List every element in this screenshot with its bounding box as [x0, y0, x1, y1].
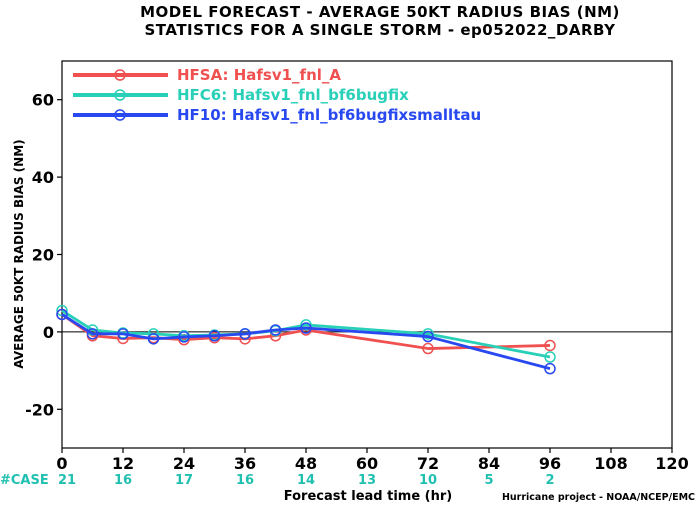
data-point: [178, 331, 190, 343]
data-point: [300, 322, 312, 334]
x-tick-label: 72: [417, 454, 439, 473]
data-point: [422, 330, 434, 343]
case-count: 2: [545, 473, 554, 488]
x-tick-label: 0: [56, 454, 67, 473]
x-axis-label: Forecast lead time (hr): [284, 489, 452, 504]
data-point: [86, 328, 99, 340]
legend-swatch-marker: [114, 89, 126, 101]
y-tick-label: 0: [43, 323, 54, 342]
case-count: 16: [236, 473, 254, 488]
data-point: [147, 333, 160, 345]
legend-swatch-marker: [114, 109, 126, 121]
y-tick-label: 60: [32, 91, 54, 110]
data-point: [117, 328, 129, 340]
plot-area: 0 12 24 36 48 60 72 84 96 108 120 -20 0 20 40 60 HFSA: H…: [0, 60, 689, 488]
data-point: [544, 351, 556, 363]
x-tick-label: 36: [234, 454, 256, 473]
series-line: [61, 313, 551, 371]
data-point: [56, 308, 68, 321]
case-count: 14: [297, 473, 315, 488]
case-count: 10: [419, 473, 437, 488]
x-tick-label: 120: [655, 454, 688, 473]
x-tick-label: 108: [594, 454, 627, 473]
chart-title: MODEL FORECAST - AVERAGE 50KT RADIUS BIA…: [140, 3, 620, 21]
y-tick-label: 40: [32, 168, 54, 187]
data-point: [208, 330, 221, 342]
case-label: #CASE: [0, 473, 49, 488]
case-count: 21: [58, 473, 76, 488]
y-axis-label: AVERAGE 50KT RADIUS BIAS (NM): [12, 139, 26, 368]
case-count: 16: [114, 473, 132, 488]
y-tick-label: -20: [25, 400, 54, 419]
y-tick-label: 20: [32, 246, 54, 265]
x-tick-label: 60: [356, 454, 378, 473]
legend-entry: HFSA: Hafsv1_fnl_A: [177, 66, 341, 84]
x-tick-label: 12: [112, 454, 134, 473]
legend-entry: HF10: Hafsv1_fnl_bf6bugfixsmalltau: [177, 106, 481, 124]
data-point: [239, 328, 251, 340]
chart-subtitle: STATISTICS FOR A SINGLE STORM - ep052022…: [145, 21, 617, 39]
x-tick-label: 24: [173, 454, 195, 473]
case-count: 5: [484, 473, 493, 488]
data-point: [269, 324, 282, 336]
x-tick-label: 48: [295, 454, 317, 473]
data-point: [300, 319, 312, 331]
data-point: [422, 342, 434, 355]
x-tick-label: 84: [478, 454, 500, 473]
legend-swatch-marker: [114, 69, 126, 81]
data-point: [544, 339, 556, 352]
x-tick-label: 96: [539, 454, 561, 473]
series-line: [61, 313, 551, 350]
case-count: 13: [358, 473, 376, 488]
case-count: 17: [175, 473, 193, 488]
legend-entry: HFC6: Hafsv1_fnl_bf6bugfix: [177, 86, 409, 104]
credit-text: Hurricane project - NOAA/NCEP/EMC: [502, 492, 695, 503]
data-point: [544, 362, 556, 375]
